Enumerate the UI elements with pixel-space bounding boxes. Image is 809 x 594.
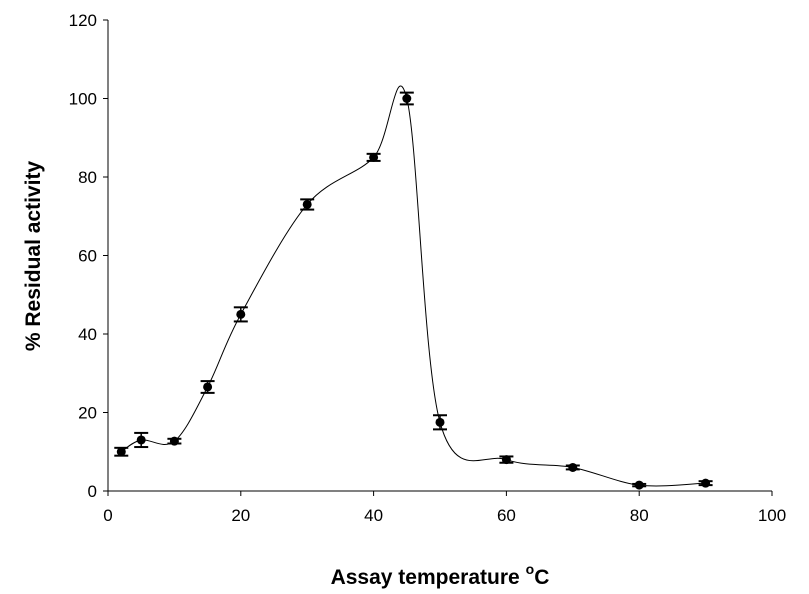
- data-point: [634, 480, 644, 490]
- x-tick-label: 40: [364, 506, 383, 525]
- x-tick-label: 0: [103, 506, 112, 525]
- data-point: [169, 436, 179, 446]
- y-tick-label: 40: [78, 325, 97, 344]
- data-point: [236, 309, 246, 319]
- y-tick-label: 20: [78, 404, 97, 423]
- x-tick-label: 20: [231, 506, 250, 525]
- plot-area: 0 20 40 60 80 100 120 0 20 40 60 80 100: [69, 11, 787, 525]
- y-tick-label: 100: [69, 90, 97, 109]
- x-tick-label: 100: [758, 506, 786, 525]
- y-axis-title: % Residual activity: [22, 161, 45, 352]
- data-point: [116, 447, 126, 457]
- y-ticks: 0 20 40 60 80 100 120: [69, 11, 108, 501]
- data-point: [568, 462, 578, 472]
- y-tick-label: 80: [78, 168, 97, 187]
- x-tick-label: 60: [497, 506, 516, 525]
- y-tick-label: 60: [78, 247, 97, 266]
- data-point: [302, 199, 312, 209]
- x-tick-label: 80: [630, 506, 649, 525]
- y-tick-label: 120: [69, 11, 97, 30]
- data-point: [402, 94, 412, 103]
- series-curve: [121, 85, 706, 487]
- data-point: [701, 478, 711, 488]
- x-ticks: 0 20 40 60 80 100: [103, 491, 786, 525]
- x-axis-title: Assay temperature oC: [331, 561, 550, 589]
- data-point: [501, 455, 511, 465]
- data-point: [203, 382, 213, 392]
- data-point: [435, 417, 445, 427]
- data-point: [136, 435, 146, 445]
- data-points: [116, 94, 711, 490]
- y-tick-label: 0: [88, 482, 97, 501]
- data-point: [369, 152, 379, 162]
